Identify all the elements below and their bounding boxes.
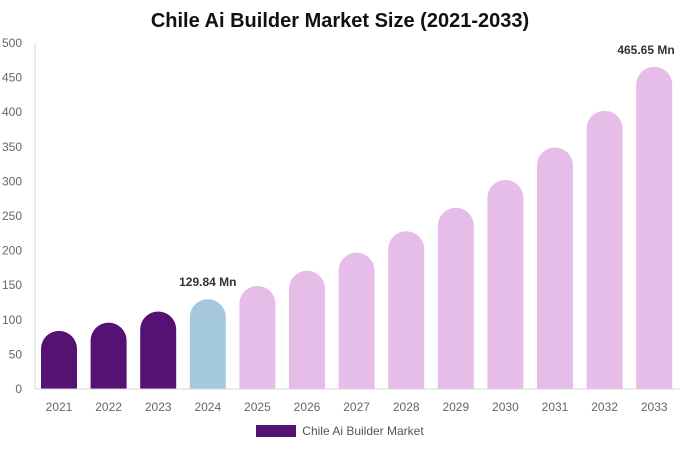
bar-2026[interactable] bbox=[289, 270, 325, 389]
y-tick-label: 450 bbox=[2, 71, 22, 85]
y-tick-label: 350 bbox=[2, 140, 22, 154]
bar-2029[interactable] bbox=[437, 207, 474, 389]
x-tick-label: 2022 bbox=[95, 400, 122, 414]
x-tick-label: 2032 bbox=[591, 400, 618, 414]
chart-title: Chile Ai Builder Market Size (2021-2033) bbox=[150, 10, 530, 32]
x-tick-label: 2023 bbox=[145, 400, 172, 414]
x-axis: 2021 2022 2023 2024 2025 2026 2027 2028 2029 2030… bbox=[35, 388, 680, 414]
data-labels: 129.84 Mn 465.65 Mn bbox=[179, 43, 675, 289]
x-tick-label: 2024 bbox=[194, 400, 221, 414]
data-label-2024: 129.84 Mn bbox=[179, 275, 236, 289]
x-tick-label: 2030 bbox=[492, 400, 519, 414]
y-tick-label: 50 bbox=[9, 347, 23, 361]
bar-2033[interactable] bbox=[636, 66, 673, 390]
x-tick-label: 2028 bbox=[393, 400, 420, 414]
bar-2025[interactable] bbox=[239, 285, 276, 389]
bar-2024[interactable] bbox=[189, 299, 226, 389]
bar-2028[interactable] bbox=[388, 231, 425, 389]
x-tick-label: 2031 bbox=[542, 400, 569, 414]
y-tick-label: 200 bbox=[2, 244, 22, 258]
bar-2030[interactable] bbox=[487, 180, 524, 389]
data-label-2033: 465.65 Mn bbox=[617, 43, 674, 57]
bar-2022[interactable] bbox=[90, 322, 127, 389]
y-axis: 0 50 100 150 200 250 300 350 400 450 500 bbox=[2, 36, 36, 396]
bar-2032[interactable] bbox=[586, 110, 623, 390]
legend-swatch bbox=[256, 425, 297, 437]
y-tick-label: 150 bbox=[2, 278, 22, 292]
bar-2021[interactable] bbox=[41, 330, 77, 389]
y-tick-label: 0 bbox=[15, 382, 22, 396]
x-tick-label: 2027 bbox=[343, 400, 370, 414]
legend[interactable]: Chile Ai Builder Market bbox=[0, 424, 680, 438]
bar-2027[interactable] bbox=[338, 252, 375, 389]
x-tick-label: 2026 bbox=[294, 400, 321, 414]
legend-label: Chile Ai Builder Market bbox=[302, 424, 424, 438]
bar-2031[interactable] bbox=[537, 147, 573, 389]
x-tick-label: 2033 bbox=[641, 400, 668, 414]
y-tick-label: 300 bbox=[2, 174, 22, 188]
y-tick-label: 500 bbox=[2, 36, 22, 50]
x-tick-label: 2029 bbox=[442, 400, 469, 414]
x-tick-label: 2021 bbox=[46, 400, 73, 414]
bars bbox=[41, 66, 673, 390]
y-tick-label: 250 bbox=[2, 209, 22, 223]
bar-2023[interactable] bbox=[140, 311, 177, 389]
x-tick-label: 2025 bbox=[244, 400, 271, 414]
y-tick-label: 400 bbox=[2, 105, 22, 119]
y-tick-label: 100 bbox=[2, 313, 22, 327]
